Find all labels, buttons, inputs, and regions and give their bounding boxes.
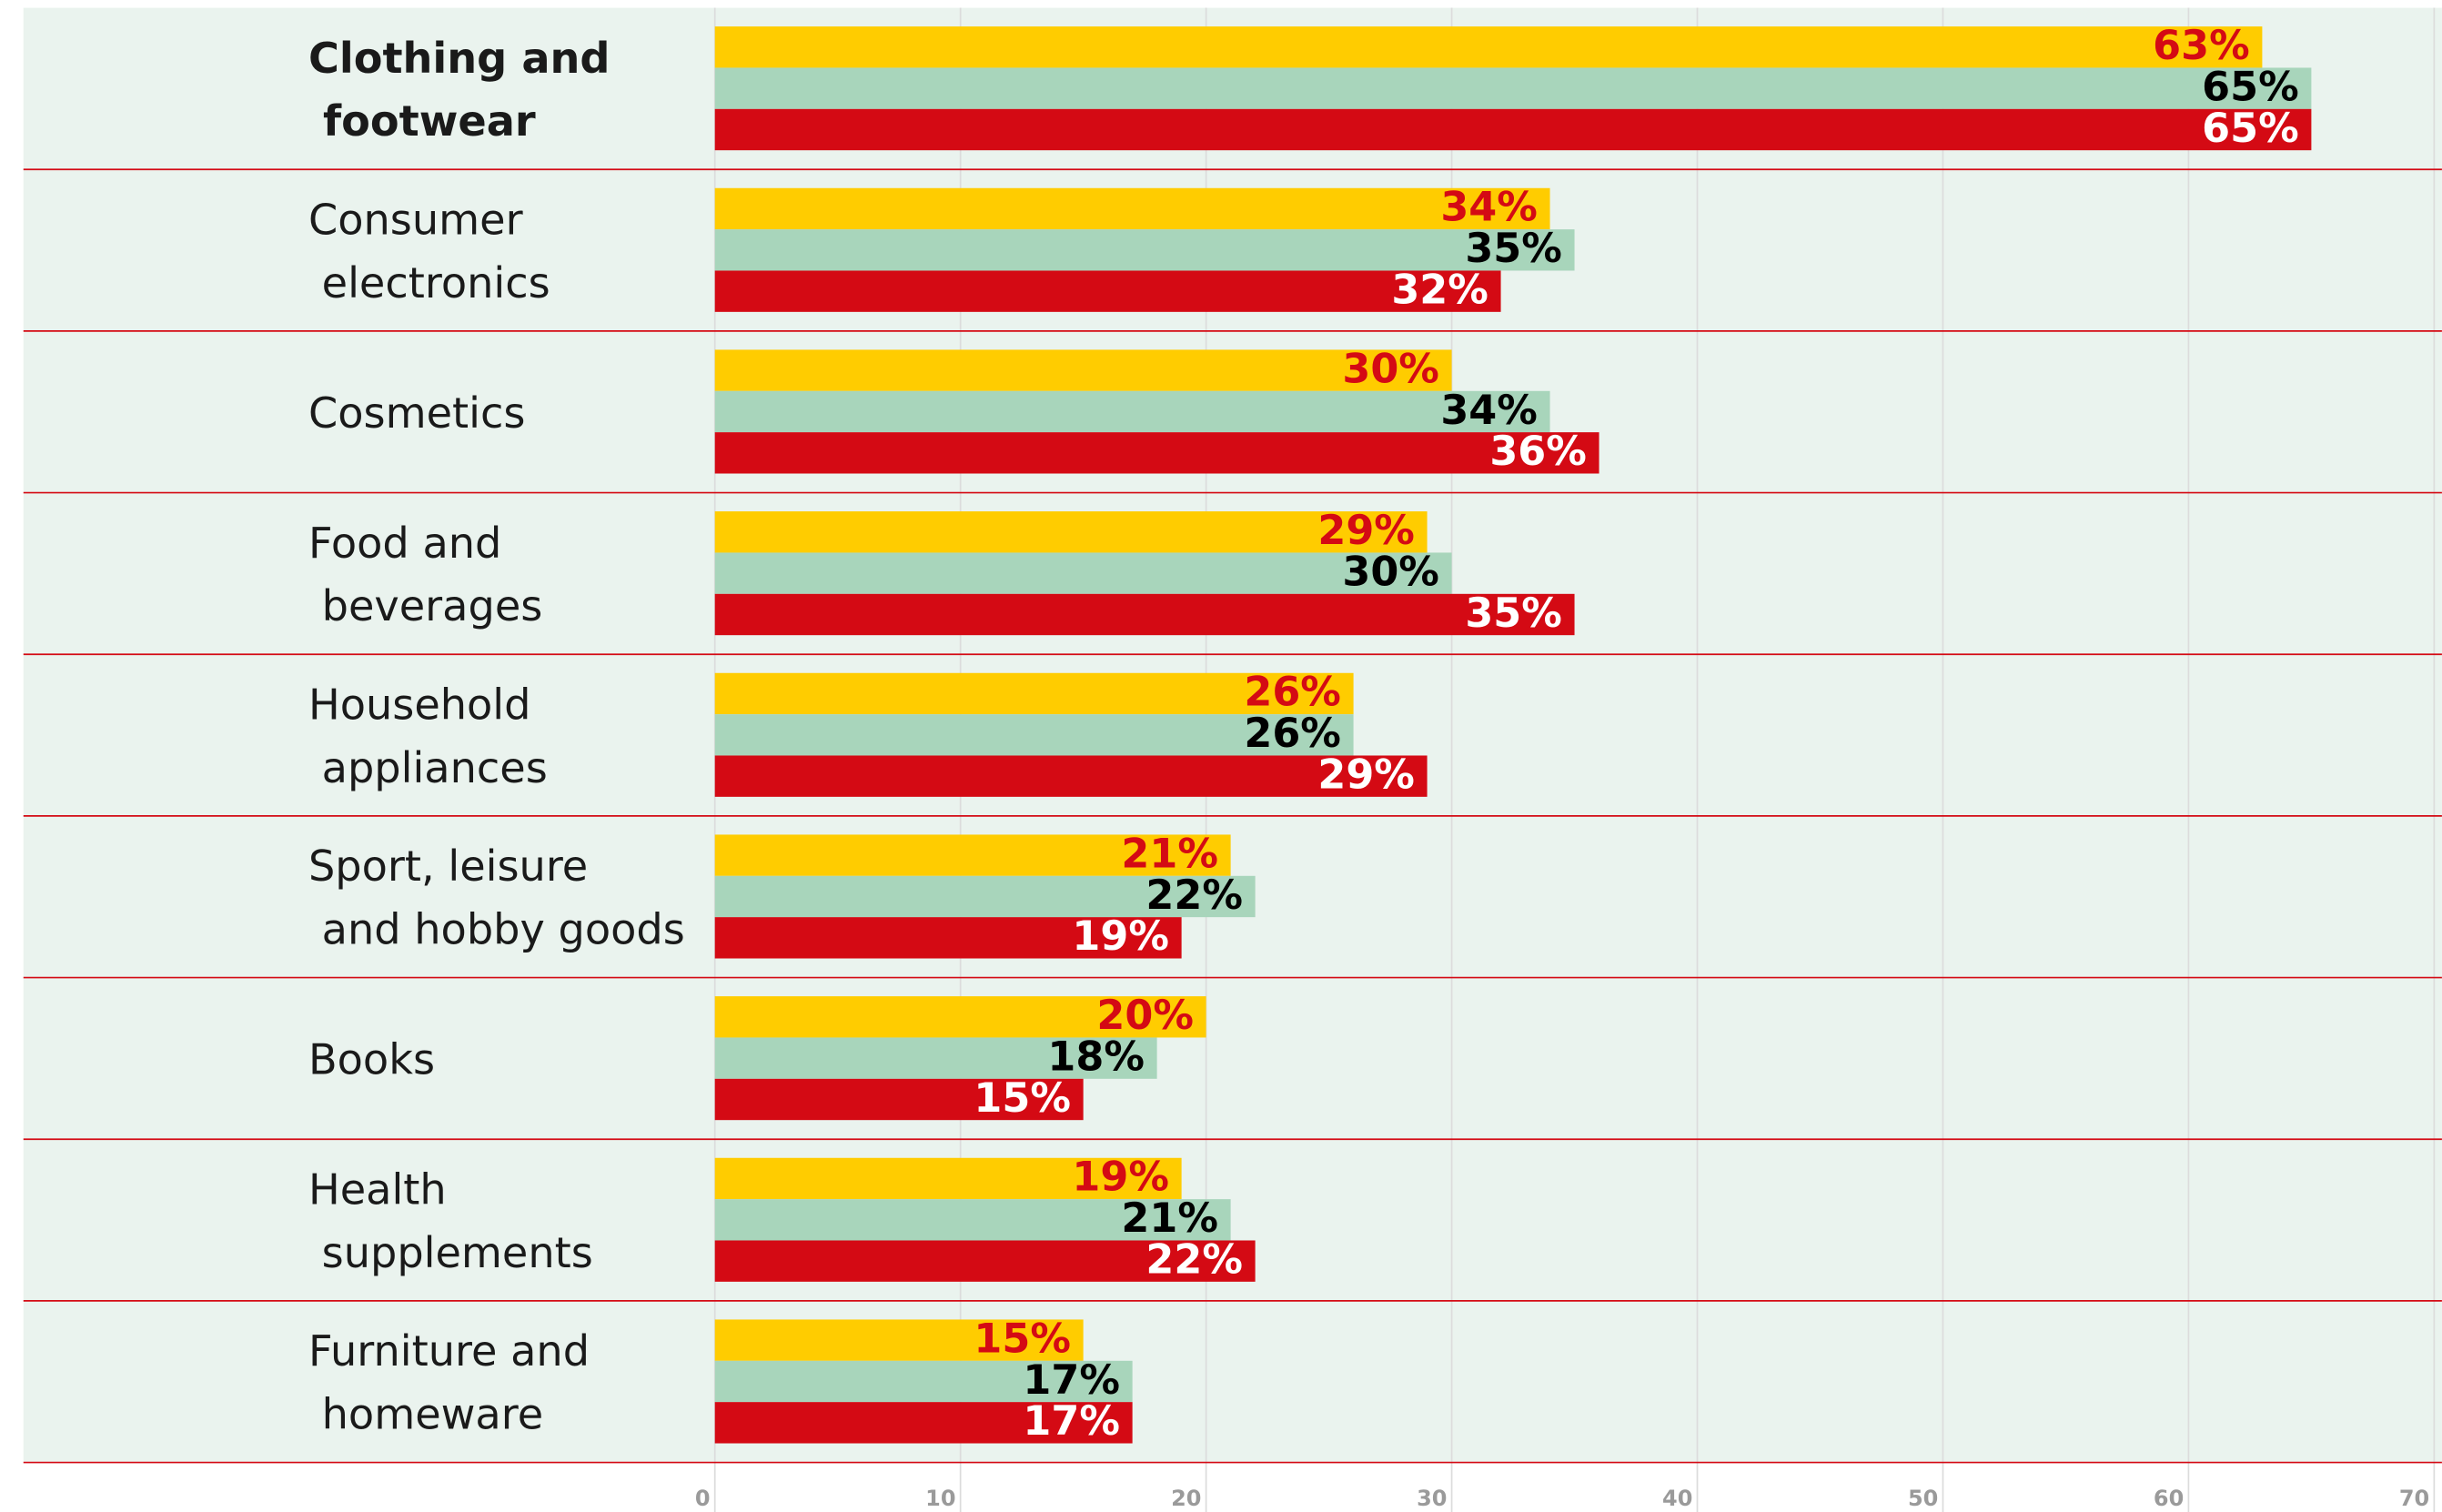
bar	[714, 187, 1550, 230]
bar	[714, 349, 1452, 391]
x-tick-label: 0	[695, 1486, 711, 1511]
value-label: 17%	[1023, 1398, 1120, 1445]
bar	[714, 1319, 1084, 1361]
bar	[714, 270, 1501, 312]
bar	[714, 1199, 1231, 1241]
value-label: 35%	[1465, 590, 1562, 637]
bar	[714, 1240, 1256, 1282]
bar	[714, 714, 1354, 756]
row-band	[23, 1300, 2442, 1463]
value-label: 21%	[1121, 1195, 1218, 1242]
bar	[714, 26, 2263, 68]
value-label: 18%	[1047, 1033, 1145, 1080]
bar	[714, 67, 2312, 109]
value-label: 26%	[1244, 711, 1341, 757]
bar	[714, 229, 1575, 271]
bar	[714, 672, 1354, 715]
category-label: Sport, leisure and hobby goods	[308, 842, 685, 953]
x-tick-label: 30	[1417, 1486, 1447, 1511]
x-tick-label: 60	[2154, 1486, 2184, 1511]
value-label: 34%	[1440, 185, 1538, 231]
bar	[714, 552, 1452, 594]
value-label: 21%	[1121, 831, 1218, 877]
category-label: Clothing and footwear	[308, 34, 610, 146]
bar	[714, 390, 1550, 433]
value-label: 34%	[1440, 388, 1538, 434]
bar	[714, 755, 1428, 797]
bar	[714, 1360, 1133, 1403]
category-label: Household appliances	[308, 680, 548, 792]
value-label: 35%	[1465, 226, 1562, 272]
x-tick-label: 20	[1171, 1486, 1201, 1511]
category-label: Cosmetics	[308, 388, 525, 438]
bar	[714, 996, 1206, 1038]
value-label: 22%	[1145, 1236, 1243, 1283]
x-tick-label: 10	[925, 1486, 955, 1511]
value-label: 30%	[1342, 346, 1439, 392]
value-label: 65%	[2202, 106, 2299, 152]
bar	[714, 834, 1231, 876]
bar	[714, 1402, 1133, 1444]
value-label: 30%	[1342, 549, 1439, 595]
value-label: 15%	[974, 1315, 1071, 1362]
category-label: Health supplements	[308, 1165, 593, 1277]
bar	[714, 1157, 1182, 1200]
category-label: Books	[308, 1035, 435, 1084]
bar	[714, 593, 1575, 636]
bar	[714, 1078, 1084, 1121]
bar	[714, 511, 1428, 553]
value-label: 22%	[1145, 872, 1243, 919]
bar	[714, 432, 1599, 474]
category-label: Food and beverages	[308, 519, 542, 630]
value-label: 65%	[2202, 64, 2299, 110]
x-tick-label: 70	[2399, 1486, 2429, 1511]
bar	[714, 917, 1182, 959]
value-label: 19%	[1072, 1154, 1169, 1201]
value-label: 32%	[1391, 267, 1488, 313]
row-band	[23, 977, 2442, 1140]
bar	[714, 875, 1256, 918]
value-label: 29%	[1317, 508, 1415, 554]
value-label: 36%	[1489, 428, 1587, 475]
value-label: 17%	[1023, 1357, 1120, 1404]
value-label: 15%	[974, 1075, 1071, 1122]
bar	[714, 1037, 1157, 1079]
value-label: 19%	[1072, 913, 1169, 960]
value-label: 20%	[1096, 993, 1194, 1039]
x-tick-label: 50	[1908, 1486, 1938, 1511]
category-label: Furniture and homeware	[308, 1326, 590, 1438]
x-tick-label: 40	[1662, 1486, 1692, 1511]
bar	[714, 108, 2312, 151]
category-label: Consumer electronics	[308, 196, 550, 307]
value-label: 63%	[2153, 23, 2250, 69]
value-label: 29%	[1317, 751, 1415, 798]
value-label: 26%	[1244, 670, 1341, 716]
